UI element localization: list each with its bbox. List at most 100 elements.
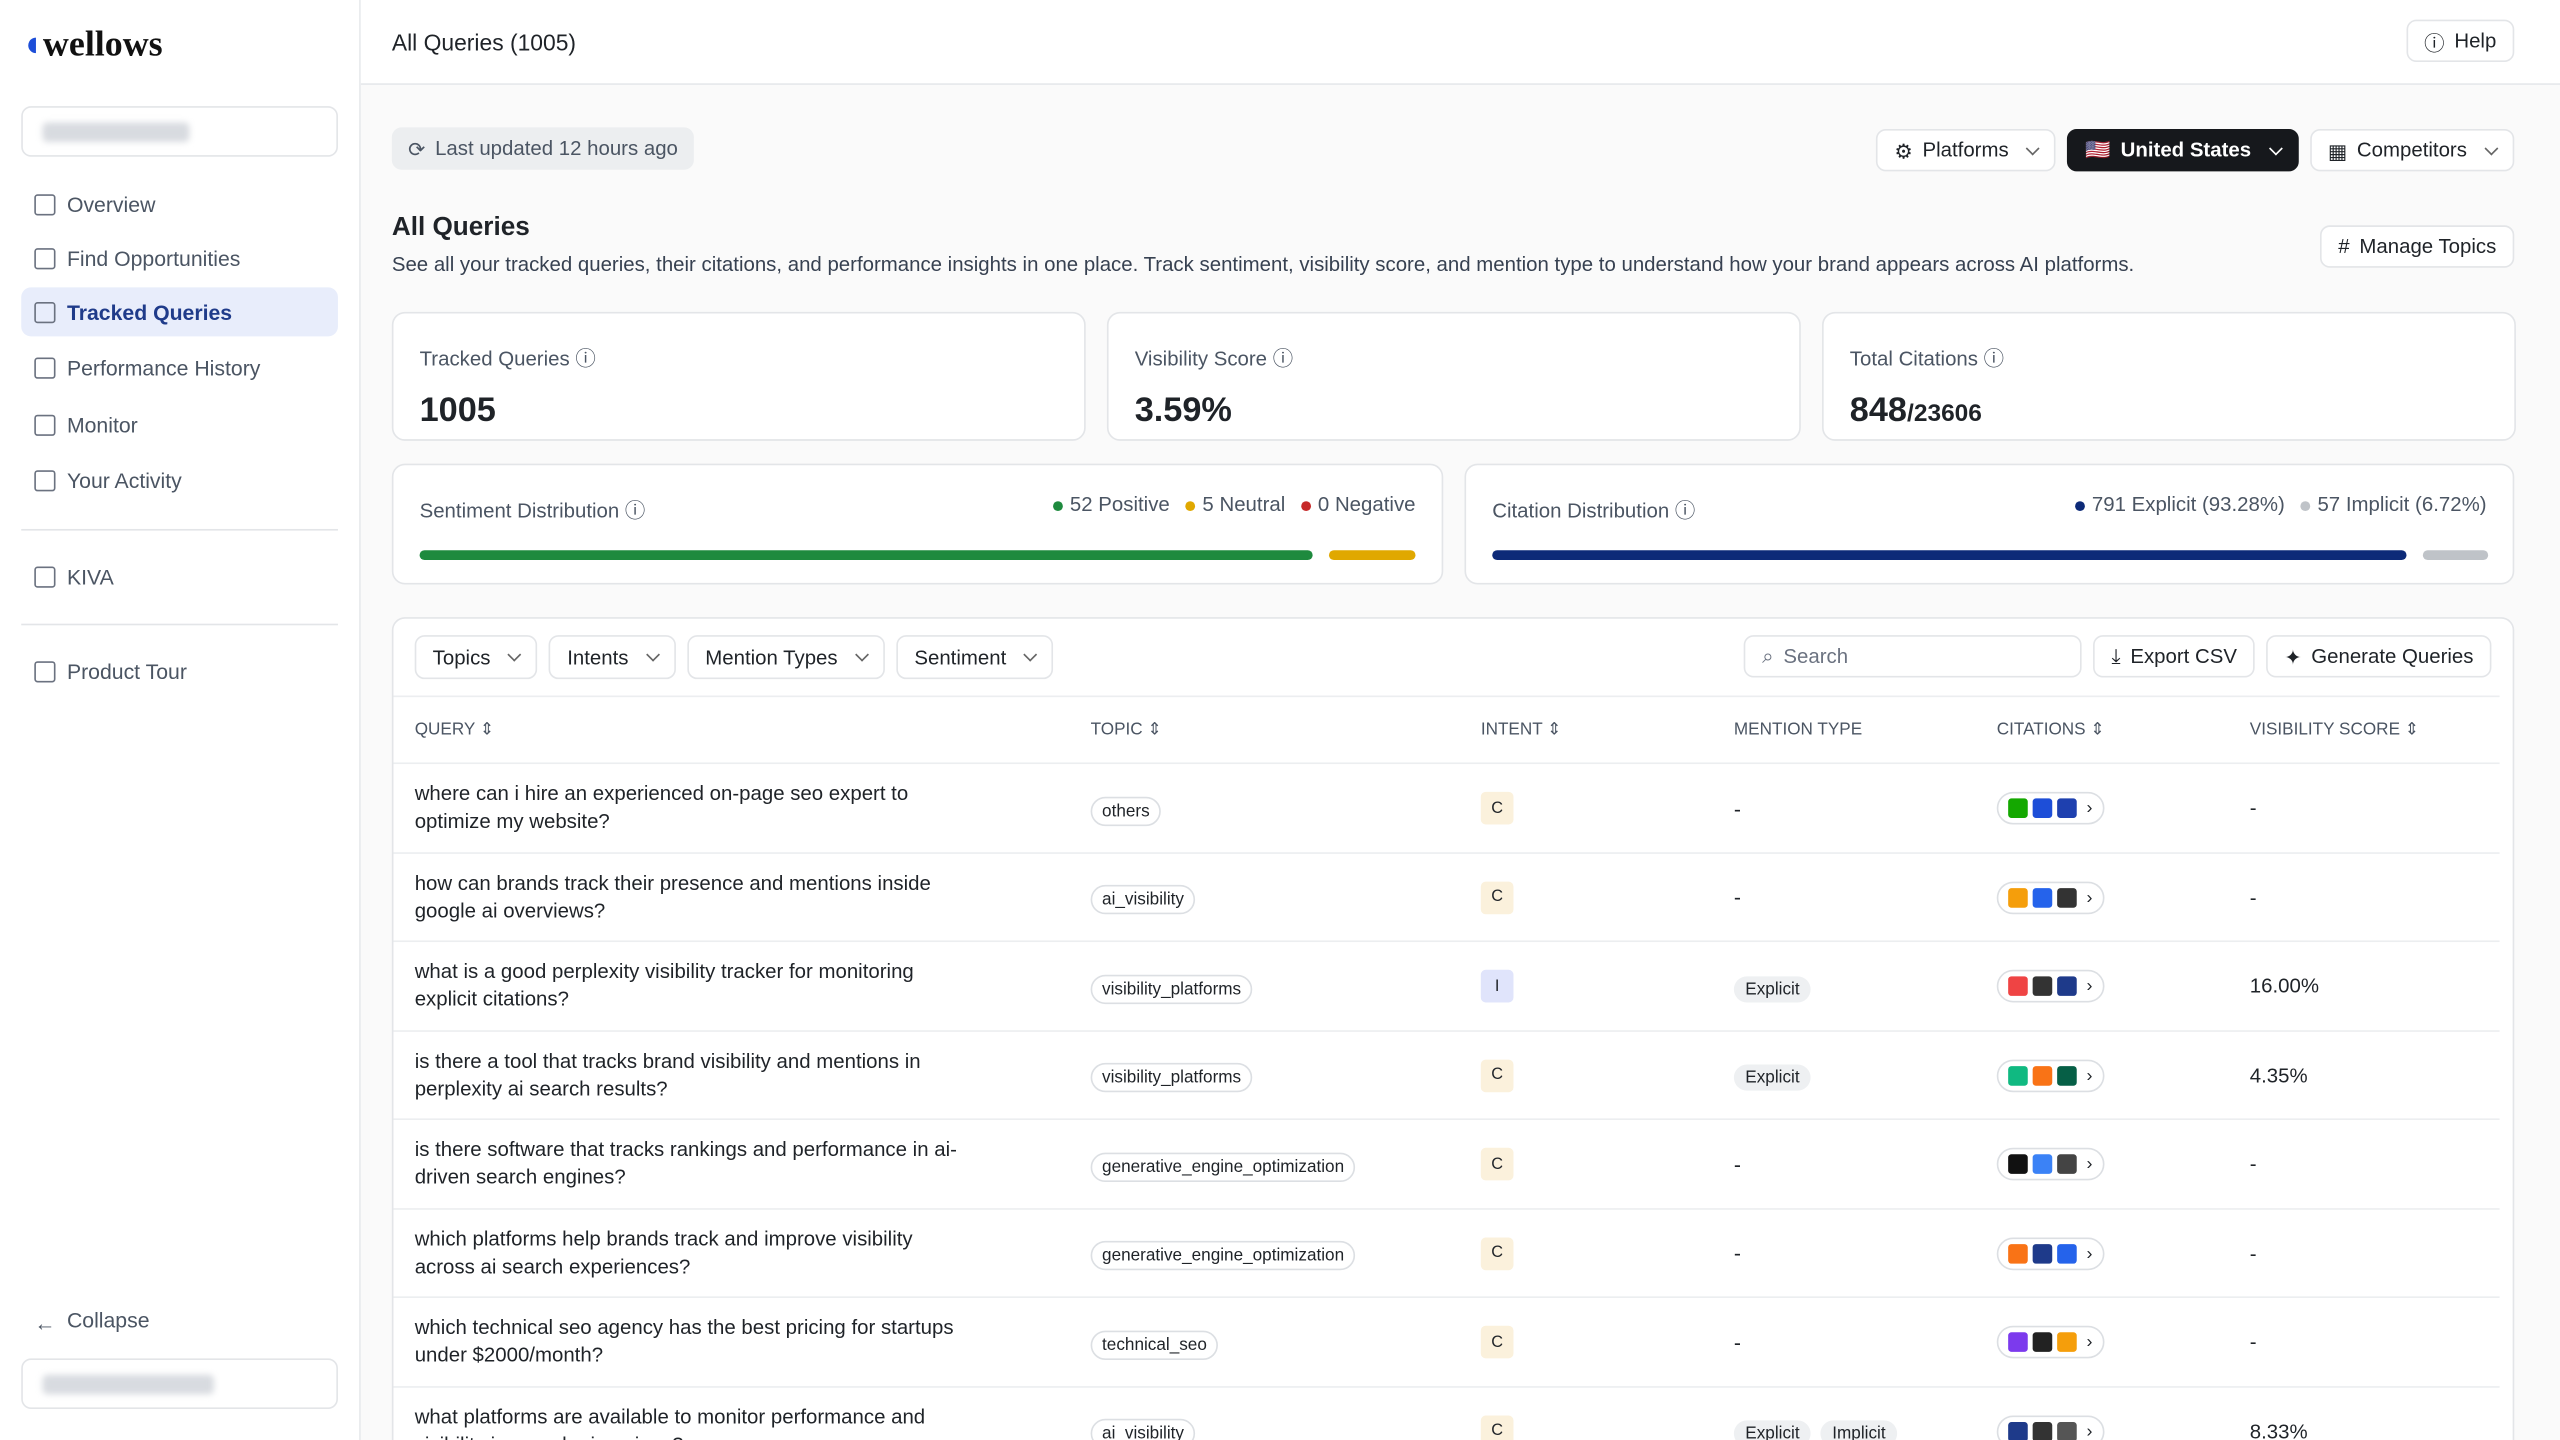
column-header[interactable]: VISIBILITY SCORE ⇕	[2250, 720, 2419, 740]
nav-item[interactable]: Overview	[21, 180, 338, 229]
topic-pill: generative_engine_optimization	[1091, 1152, 1356, 1181]
site-icon	[2008, 976, 2028, 996]
intent-cell: C	[1481, 1059, 1514, 1092]
filter-button[interactable]: Mention Types	[687, 635, 885, 679]
nav-label: KIVA	[67, 564, 114, 588]
mention-cell: Explicit	[1734, 974, 1821, 998]
mention-cell: -	[1734, 1152, 1741, 1176]
site-icon	[2008, 1332, 2028, 1352]
column-header[interactable]: INTENT ⇕	[1481, 720, 1562, 740]
query-text: where can i hire an experienced on-page …	[415, 780, 978, 836]
citation-icons[interactable]: ›	[1997, 1237, 2104, 1270]
intent-cell: C	[1481, 792, 1514, 825]
platforms-button[interactable]: ⚙ Platforms	[1876, 129, 2056, 171]
citation-icons[interactable]: ›	[1997, 970, 2104, 1003]
more-arrow: ›	[2087, 887, 2093, 907]
site-icon	[2008, 798, 2028, 818]
legend-value: 791	[2092, 493, 2126, 516]
filter-text: Mention Types	[705, 646, 837, 669]
citation-icons[interactable]: ›	[1997, 1059, 2104, 1092]
nav-item[interactable]: Find Opportunities	[21, 233, 338, 282]
topic-cell: technical_seo	[1091, 1330, 1219, 1354]
table-row[interactable]: is there a tool that tracks brand visibi…	[393, 1029, 2499, 1119]
collapse[interactable]: ←Collapse	[21, 1295, 338, 1344]
filter-button[interactable]: Topics	[415, 635, 538, 679]
nav-item[interactable]: Monitor	[21, 400, 338, 449]
citation-icons[interactable]: ›	[1997, 792, 2104, 825]
user-switch[interactable]	[21, 1358, 338, 1409]
table-row[interactable]: what is a good perplexity visibility tra…	[393, 940, 2499, 1030]
legend-dot	[1054, 501, 1064, 511]
nav-item[interactable]: Performance History	[21, 343, 338, 392]
more-arrow: ›	[2087, 1332, 2093, 1352]
table-row[interactable]: which technical seo agency has the best …	[393, 1296, 2499, 1386]
citation-icons[interactable]: ›	[1997, 881, 2104, 914]
help-text: Help	[2454, 29, 2496, 52]
topic-cell: others	[1091, 796, 1162, 820]
column-title: MENTION TYPE	[1734, 720, 1862, 740]
export-text: Export CSV	[2130, 645, 2237, 668]
topic-pill: ai_visibility	[1091, 1419, 1196, 1440]
citation-icons[interactable]: ›	[1997, 1415, 2104, 1440]
more-arrow: ›	[2087, 798, 2093, 818]
legend-name: Explicit	[2132, 493, 2197, 516]
nav-item[interactable]: Your Activity	[21, 456, 338, 505]
empty-dash: -	[1734, 885, 1741, 909]
topic-cell: generative_engine_optimization	[1091, 1241, 1356, 1265]
intent-badge: C	[1481, 1326, 1514, 1359]
mention-cell: Explicit	[1734, 1063, 1821, 1087]
page-title: All Queries (1005)	[392, 29, 576, 55]
citation-icons[interactable]: ›	[1997, 1326, 2104, 1359]
workspace-switch[interactable]	[21, 106, 338, 157]
legend-name: Positive	[1098, 493, 1169, 516]
nav-icon	[34, 414, 55, 435]
intent-badge: C	[1481, 792, 1514, 825]
stat-card: Tracked Queries ⓘ1005	[392, 312, 1086, 441]
stat-label-text: Visibility Score	[1135, 348, 1267, 371]
filter-button[interactable]: Sentiment	[896, 635, 1053, 679]
country-button[interactable]: 🇺🇸 United States	[2067, 129, 2298, 171]
table-row[interactable]: what platforms are available to monitor …	[393, 1385, 2499, 1440]
site-icon	[2057, 887, 2077, 907]
queries-table: TopicsIntents Mention Types Sentiment ⌕ Se…	[392, 617, 2514, 1440]
nav-label: Your Activity	[67, 468, 182, 492]
search-box[interactable]: ⌕ Search	[1744, 635, 2082, 677]
mention-tag: Implicit	[1821, 1420, 1897, 1440]
nav-label: Find Opportunities	[67, 246, 240, 270]
site-icon	[2057, 976, 2077, 996]
column-title: QUERY	[415, 720, 475, 740]
help-button[interactable]: ⓘ Help	[2406, 20, 2514, 62]
export-button[interactable]: ⤓ Export CSV	[2094, 635, 2255, 677]
nav-item[interactable]: Tracked Queries	[21, 287, 338, 336]
distribution-bar	[2422, 550, 2488, 560]
more-arrow: ›	[2087, 1421, 2093, 1440]
column-header[interactable]: CITATIONS ⇕	[1997, 720, 2105, 740]
column-header[interactable]: QUERY ⇕	[415, 720, 494, 740]
table-row[interactable]: where can i hire an experienced on-page …	[393, 762, 2499, 852]
column-title: TOPIC	[1091, 720, 1143, 740]
site-icon	[2057, 1421, 2077, 1440]
visibility-score: 8.33%	[2250, 1420, 2308, 1440]
competitors-button[interactable]: ▦ Competitors	[2310, 129, 2514, 171]
stat-label: Visibility Score ⓘ	[1135, 341, 1773, 372]
column-title: CITATIONS	[1997, 720, 2086, 740]
more-arrow: ›	[2087, 1065, 2093, 1085]
table-row[interactable]: how can brands track their presence and …	[393, 851, 2499, 941]
table-row[interactable]: is there software that tracks rankings a…	[393, 1118, 2499, 1208]
topic-pill: visibility_platforms	[1091, 974, 1253, 1003]
topic-pill: technical_seo	[1091, 1330, 1219, 1359]
empty-dash: -	[1734, 1241, 1741, 1265]
manage-topics[interactable]: # Manage Topics	[2320, 225, 2514, 267]
table-row[interactable]: which platforms help brands track and im…	[393, 1207, 2499, 1297]
nav-item[interactable]: KIVA	[21, 552, 338, 601]
nav-label: Monitor	[67, 412, 138, 436]
column-header[interactable]: TOPIC ⇕	[1091, 720, 1162, 740]
site-icon	[2033, 1243, 2053, 1263]
generate-button[interactable]: ✦ Generate Queries	[2266, 635, 2491, 677]
nav-icon	[34, 357, 55, 378]
filter-button[interactable]: Intents	[549, 635, 676, 679]
citation-icons[interactable]: ›	[1997, 1148, 2104, 1181]
nav-item[interactable]: Product Tour	[21, 647, 338, 696]
